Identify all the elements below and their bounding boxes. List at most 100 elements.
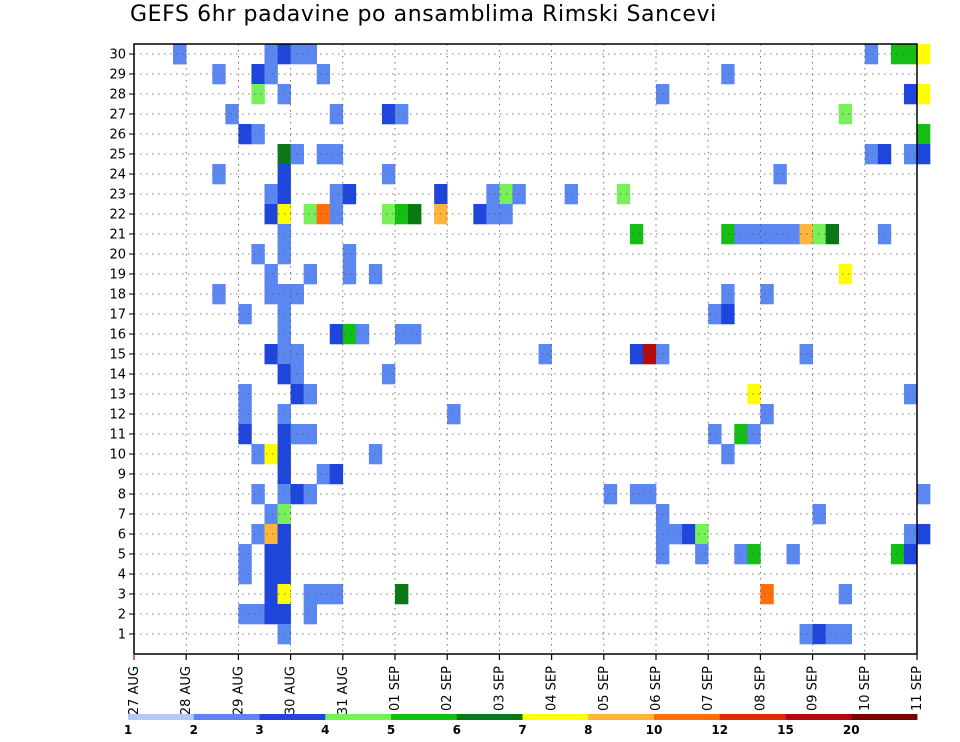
heatmap-cell (825, 624, 839, 645)
y-tick-label: 20 (109, 248, 126, 263)
heatmap-cell (225, 104, 239, 125)
heatmap-cell (682, 524, 696, 545)
heatmap-cell (251, 604, 265, 625)
heatmap-cell (773, 224, 787, 245)
x-tick-label: 27 AUG (127, 666, 142, 715)
colorbar-swatch (193, 714, 260, 720)
y-tick-label: 16 (109, 328, 126, 343)
x-tick-label: 31 AUG (336, 666, 351, 715)
y-tick-label: 25 (109, 148, 126, 163)
heatmap-cell (238, 384, 252, 405)
heatmap-cell (917, 524, 931, 545)
heatmap-cell (395, 104, 409, 125)
heatmap-cell (747, 424, 761, 445)
x-tick-label: 09 SEP (806, 666, 821, 711)
y-tick-label: 2 (118, 608, 126, 623)
heatmap-cell (447, 404, 461, 425)
heatmap-cell (395, 324, 409, 345)
heatmap-cell (786, 224, 800, 245)
heatmap-cell (316, 144, 331, 165)
y-tick-label: 4 (118, 568, 126, 583)
heatmap-cell (238, 304, 252, 325)
colorbar-swatch (588, 714, 655, 720)
x-tick-label: 29 AUG (231, 666, 246, 715)
heatmap-cell (303, 384, 317, 405)
heatmap-cell (316, 204, 331, 225)
y-tick-label: 7 (118, 508, 126, 523)
x-tick-label: 04 SEP (545, 666, 560, 711)
y-tick-label: 26 (109, 128, 126, 143)
heatmap-cell (368, 264, 383, 285)
colorbar-swatch (719, 714, 786, 720)
heatmap-cell (303, 584, 317, 605)
colorbar-swatch (522, 714, 589, 720)
y-tick-label: 5 (118, 548, 126, 563)
y-tick-label: 3 (118, 588, 126, 603)
y-tick-label: 12 (109, 408, 126, 423)
heatmap-cell (381, 104, 396, 125)
heatmap-cell (629, 344, 644, 365)
heatmap-cell (264, 544, 278, 565)
heatmap-cell (264, 444, 278, 465)
grid-layer (134, 44, 917, 654)
x-tick-label: 05 SEP (597, 666, 612, 711)
x-tick-label: 30 AUG (284, 666, 299, 715)
y-tick-label: 15 (109, 348, 126, 363)
heatmap-cell (329, 324, 344, 345)
x-tick-label: 11 SEP (910, 666, 925, 711)
y-tick-label: 22 (109, 208, 126, 223)
heatmap-cell (721, 444, 735, 465)
heatmap-cell (721, 304, 735, 325)
heatmap-cell (473, 204, 487, 225)
y-tick-label: 28 (109, 88, 126, 103)
heatmap-cell (917, 144, 931, 165)
x-tick-label: 03 SEP (492, 666, 507, 711)
heatmap-cell (368, 444, 383, 465)
heatmap-cell (381, 164, 396, 185)
heatmap-cell (629, 224, 644, 245)
heatmap-cell (838, 104, 853, 125)
heatmap-cell (864, 44, 879, 65)
colorbar-label: 3 (255, 723, 263, 737)
heatmap-cell (303, 264, 317, 285)
heatmap-cell (173, 44, 187, 65)
colorbar-label: 2 (190, 723, 198, 737)
y-tick-label: 30 (109, 48, 126, 63)
heatmap-cell (329, 184, 344, 205)
heatmap-cell (747, 544, 761, 565)
x-tick-label: 01 SEP (388, 666, 403, 711)
heatmap-cell (238, 124, 252, 145)
colorbar-label: 10 (646, 723, 663, 737)
heatmap-cell (316, 464, 331, 485)
heatmap-cell (903, 44, 918, 65)
heatmap-cell (251, 484, 265, 505)
heatmap-cell (903, 544, 918, 565)
heatmap-cell (303, 484, 317, 505)
heatmap-cell (747, 224, 761, 245)
heatmap-cell (838, 624, 853, 645)
heatmap-cell (760, 284, 774, 305)
heatmap-cell (773, 164, 787, 185)
heatmap-cell (395, 204, 409, 225)
heatmap-cell (721, 224, 735, 245)
heatmap-cell (329, 204, 344, 225)
y-tick-label: 6 (118, 528, 126, 543)
x-tick-label: 02 SEP (440, 666, 455, 711)
heatmap-cell (342, 324, 357, 345)
y-tick-label: 18 (109, 288, 126, 303)
colorbar-swatch (259, 714, 326, 720)
heatmap-cell (316, 64, 331, 85)
heatmap-cell (303, 424, 317, 445)
colorbar-label: 6 (453, 723, 461, 737)
heatmap-cell (538, 344, 552, 365)
heatmap-cell (760, 584, 774, 605)
heatmap-cell (264, 564, 278, 585)
heatmap-cell (264, 44, 278, 65)
heatmap-cell (917, 44, 931, 65)
heatmap-cell (264, 504, 278, 525)
heatmap-cell (264, 524, 278, 545)
heatmap-cell (838, 584, 853, 605)
heatmap-cell (629, 484, 644, 505)
heatmap-cell (917, 84, 931, 105)
heatmap-cell (903, 84, 918, 105)
